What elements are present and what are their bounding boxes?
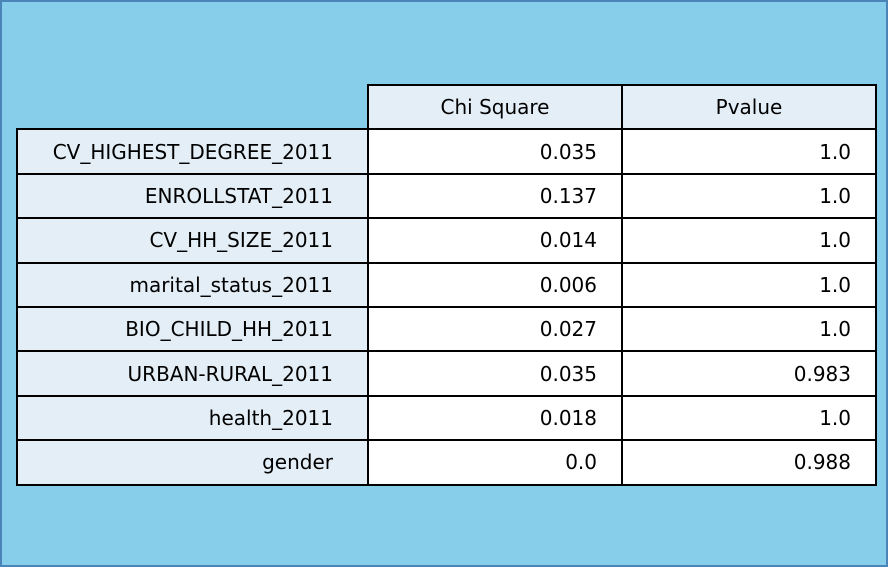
table-body: CV_HIGHEST_DEGREE_2011 0.035 1.0 ENROLLSTAT… (16, 128, 877, 486)
chi-square-value: 0.035 (367, 128, 623, 175)
row-label: ENROLLSTAT_2011 (16, 172, 369, 220)
row-label: BIO_CHILD_HH_2011 (16, 305, 369, 353)
pvalue-value: 1.0 (621, 128, 877, 175)
table-row: CV_HH_SIZE_2011 0.014 1.0 (16, 217, 877, 264)
table-row: ENROLLSTAT_2011 0.137 1.0 (16, 172, 877, 220)
corner-cell (17, 85, 368, 129)
pvalue-value: 1.0 (621, 305, 877, 353)
column-header-chi-square: Chi Square (367, 83, 623, 131)
table-row: marital_status_2011 0.006 1.0 (16, 261, 877, 308)
pvalue-value: 1.0 (621, 261, 877, 308)
chi-square-value: 0.035 (367, 350, 623, 397)
chi-square-value: 0.137 (367, 172, 623, 220)
pvalue-value: 0.988 (621, 439, 877, 486)
pvalue-value: 1.0 (621, 172, 877, 220)
chi-square-value: 0.0 (367, 439, 623, 486)
column-header-pvalue: Pvalue (621, 83, 877, 131)
pvalue-value: 1.0 (621, 217, 877, 264)
row-label: marital_status_2011 (16, 261, 369, 308)
row-label: CV_HIGHEST_DEGREE_2011 (16, 128, 369, 175)
header-row: Chi Square Pvalue (17, 83, 877, 131)
table-row: health_2011 0.018 1.0 (16, 394, 877, 442)
row-label: gender (16, 439, 369, 486)
chi-square-table: Chi Square Pvalue CV_HIGHEST_DEGREE_2011… (16, 83, 877, 486)
table-row: CV_HIGHEST_DEGREE_2011 0.035 1.0 (16, 128, 877, 175)
row-label: CV_HH_SIZE_2011 (16, 217, 369, 264)
chi-square-value: 0.014 (367, 217, 623, 264)
pvalue-value: 0.983 (621, 350, 877, 397)
table-row: BIO_CHILD_HH_2011 0.027 1.0 (16, 305, 877, 353)
row-label: health_2011 (16, 394, 369, 442)
row-label: URBAN-RURAL_2011 (16, 350, 369, 397)
table-row: gender 0.0 0.988 (16, 439, 877, 486)
pvalue-value: 1.0 (621, 394, 877, 442)
chi-square-value: 0.018 (367, 394, 623, 442)
table-row: URBAN-RURAL_2011 0.035 0.983 (16, 350, 877, 397)
chi-square-value: 0.006 (367, 261, 623, 308)
chi-square-value: 0.027 (367, 305, 623, 353)
